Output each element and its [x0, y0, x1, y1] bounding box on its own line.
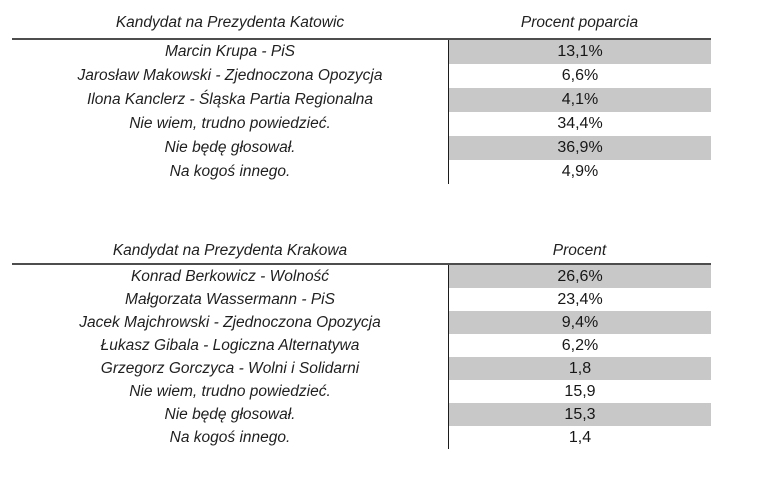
table-row: Na kogoś innego. 1,4 [12, 426, 711, 449]
percent-value: 36,9% [448, 136, 711, 160]
candidate-name: Marcin Krupa - PiS [164, 43, 296, 60]
krakow-percent-column-header: Procent [552, 242, 607, 259]
percent-value: 1,4 [448, 426, 711, 449]
katowice-candidate-column-header: Kandydat na Prezydenta Katowic [115, 14, 345, 31]
percent-value: 15,9 [448, 380, 711, 403]
percent-value: 26,6% [448, 265, 711, 288]
candidate-name: Jarosław Makowski - Zjednoczona Opozycja [77, 67, 383, 84]
candidate-name: Ilona Kanclerz - Śląska Partia Regionaln… [86, 91, 374, 108]
table-row: Małgorzata Wassermann - PiS 23,4% [12, 288, 711, 311]
candidate-name: Na kogoś innego. [169, 163, 291, 180]
candidate-name: Nie wiem, trudno powiedzieć. [129, 382, 331, 400]
percent-value: 9,4% [448, 311, 711, 334]
krakow-table-body: Konrad Berkowicz - Wolność 26,6% Małgorz… [12, 265, 711, 449]
table-row: Grzegorz Gorczyca - Wolni i Solidarni 1,… [12, 357, 711, 380]
candidate-name: Nie będę głosował. [164, 405, 296, 423]
percent-value: 15,3 [448, 403, 711, 426]
table-row: Nie będę głosował. 15,3 [12, 403, 711, 426]
percent-value: 13,1% [448, 40, 711, 64]
candidate-name: Łukasz Gibala - Logiczna Alternatywa [100, 336, 360, 354]
candidate-name: Grzegorz Gorczyca - Wolni i Solidarni [100, 359, 360, 377]
table-row: Ilona Kanclerz - Śląska Partia Regionaln… [12, 88, 711, 112]
katowice-poll-table: Kandydat na Prezydenta Katowic Procent p… [12, 4, 711, 184]
candidate-name: Konrad Berkowicz - Wolność [130, 267, 330, 285]
table-row: Marcin Krupa - PiS 13,1% [12, 40, 711, 64]
candidate-name: Małgorzata Wassermann - PiS [125, 290, 335, 308]
percent-value: 4,1% [448, 88, 711, 112]
katowice-table-body: Marcin Krupa - PiS 13,1% Jarosław Makows… [12, 40, 711, 184]
candidate-name: Nie będę głosował. [164, 139, 296, 156]
candidate-name: Nie wiem, trudno powiedzieć. [129, 115, 331, 132]
percent-value: 6,2% [448, 334, 711, 357]
percent-value: 1,8 [448, 357, 711, 380]
table-row: Łukasz Gibala - Logiczna Alternatywa 6,2… [12, 334, 711, 357]
table-row: Nie wiem, trudno powiedzieć. 15,9 [12, 380, 711, 403]
table-row: Nie wiem, trudno powiedzieć. 34,4% [12, 112, 711, 136]
percent-value: 6,6% [448, 64, 711, 88]
table-row: Jarosław Makowski - Zjednoczona Opozycja… [12, 64, 711, 88]
percent-value: 23,4% [448, 288, 711, 311]
katowice-table-header: Kandydat na Prezydenta Katowic Procent p… [12, 4, 711, 40]
table-row: Nie będę głosował. 36,9% [12, 136, 711, 160]
krakow-poll-table: Kandydat na Prezydenta Krakowa Procent K… [12, 229, 711, 449]
table-row: Konrad Berkowicz - Wolność 26,6% [12, 265, 711, 288]
candidate-name: Na kogoś innego. [169, 428, 291, 446]
krakow-table-header: Kandydat na Prezydenta Krakowa Procent [12, 229, 711, 265]
katowice-percent-column-header: Procent poparcia [520, 14, 639, 31]
krakow-candidate-column-header: Kandydat na Prezydenta Krakowa [112, 242, 348, 259]
table-row: Jacek Majchrowski - Zjednoczona Opozycja… [12, 311, 711, 334]
table-row: Na kogoś innego. 4,9% [12, 160, 711, 184]
candidate-name: Jacek Majchrowski - Zjednoczona Opozycja [79, 313, 381, 331]
percent-value: 34,4% [448, 112, 711, 136]
percent-value: 4,9% [448, 160, 711, 184]
